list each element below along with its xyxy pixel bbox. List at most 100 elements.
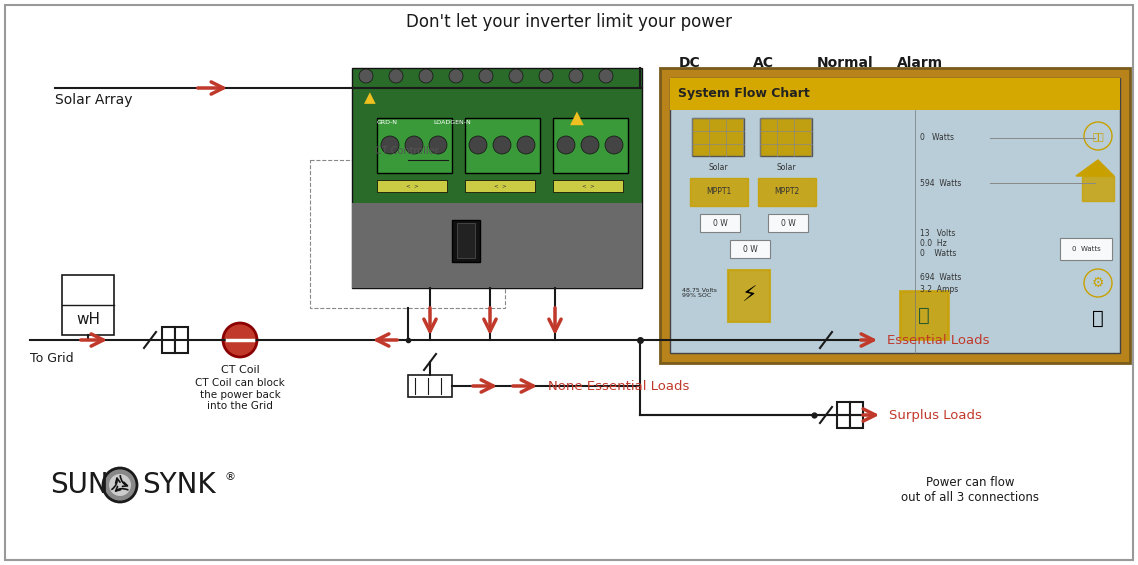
- Text: Alarm: Alarm: [897, 56, 943, 70]
- Text: 3.2  Amps: 3.2 Amps: [920, 285, 958, 294]
- Text: CT Coil: CT Coil: [221, 365, 259, 375]
- Circle shape: [582, 136, 599, 154]
- Text: 0   Watts: 0 Watts: [920, 133, 954, 142]
- Bar: [692, 118, 744, 156]
- Text: ⬛: ⬛: [918, 306, 930, 324]
- Bar: [465, 118, 541, 173]
- Text: 594  Watts: 594 Watts: [920, 179, 962, 188]
- Bar: [457, 223, 475, 258]
- Text: 0 W: 0 W: [781, 219, 795, 228]
- Circle shape: [223, 323, 257, 357]
- Text: ▲: ▲: [364, 90, 376, 106]
- Text: CT Coil can block
the power back
into the Grid: CT Coil can block the power back into th…: [195, 378, 284, 411]
- Text: Surplus Loads: Surplus Loads: [889, 408, 982, 421]
- Bar: [768, 214, 808, 232]
- Text: LOADGEN-N: LOADGEN-N: [434, 120, 471, 125]
- Text: 🧍: 🧍: [1092, 308, 1104, 328]
- Bar: [352, 68, 642, 288]
- Circle shape: [556, 136, 575, 154]
- Circle shape: [469, 136, 487, 154]
- Circle shape: [419, 69, 432, 83]
- Circle shape: [358, 69, 373, 83]
- Text: Don't let your inverter limit your power: Don't let your inverter limit your power: [406, 13, 732, 31]
- Bar: [452, 220, 480, 262]
- Bar: [728, 270, 770, 322]
- Text: 0    Watts: 0 Watts: [920, 249, 956, 258]
- Bar: [310, 160, 505, 308]
- Text: MPPT1: MPPT1: [707, 188, 732, 197]
- Text: ⚡: ⚡: [741, 286, 757, 306]
- Text: System Flow Chart: System Flow Chart: [678, 88, 810, 101]
- Bar: [175, 327, 188, 353]
- Text: 〜〜: 〜〜: [1092, 131, 1104, 141]
- Text: 0 W: 0 W: [712, 219, 727, 228]
- Text: SUN: SUN: [50, 471, 108, 499]
- Circle shape: [381, 136, 399, 154]
- Text: Essential Loads: Essential Loads: [887, 333, 990, 346]
- Text: Solar: Solar: [776, 163, 795, 172]
- Bar: [377, 118, 452, 173]
- Text: 0 W: 0 W: [743, 245, 758, 254]
- Bar: [162, 327, 175, 353]
- Text: <  >: < >: [405, 184, 419, 189]
- Text: SYNK: SYNK: [142, 471, 215, 499]
- Bar: [729, 240, 770, 258]
- Text: CT Controller: CT Controller: [376, 146, 439, 156]
- Circle shape: [569, 69, 583, 83]
- Circle shape: [605, 136, 622, 154]
- Bar: [760, 118, 813, 156]
- Text: 48.75 Volts
99% SOC: 48.75 Volts 99% SOC: [682, 288, 717, 298]
- Bar: [61, 275, 114, 335]
- Bar: [377, 180, 447, 192]
- Bar: [553, 118, 628, 173]
- Text: ®: ®: [225, 472, 236, 482]
- Text: None Essential Loads: None Essential Loads: [549, 380, 690, 393]
- Circle shape: [429, 136, 447, 154]
- Text: <  >: < >: [494, 184, 506, 189]
- Text: DC: DC: [679, 56, 701, 70]
- Text: ⚙: ⚙: [1091, 276, 1104, 290]
- Circle shape: [479, 69, 493, 83]
- Bar: [352, 203, 642, 288]
- Text: 0  Watts: 0 Watts: [1072, 246, 1100, 252]
- Bar: [1082, 176, 1114, 201]
- Circle shape: [509, 69, 523, 83]
- Text: Solar: Solar: [708, 163, 728, 172]
- Text: GRD-N: GRD-N: [377, 120, 397, 125]
- Bar: [850, 402, 863, 428]
- Text: wH: wH: [76, 312, 100, 328]
- Bar: [553, 180, 622, 192]
- Text: 13   Volts: 13 Volts: [920, 228, 956, 237]
- Bar: [838, 327, 850, 353]
- Bar: [409, 375, 452, 397]
- Circle shape: [517, 136, 535, 154]
- Circle shape: [104, 468, 137, 502]
- Text: AC: AC: [752, 56, 774, 70]
- Circle shape: [450, 69, 463, 83]
- Text: To Grid: To Grid: [30, 351, 74, 364]
- Polygon shape: [1077, 160, 1114, 176]
- Text: 694  Watts: 694 Watts: [920, 273, 962, 282]
- Bar: [850, 327, 863, 353]
- Bar: [690, 178, 748, 206]
- Bar: [1059, 238, 1112, 260]
- Text: 0.0  Hz: 0.0 Hz: [920, 238, 947, 247]
- Bar: [660, 68, 1130, 363]
- Circle shape: [493, 136, 511, 154]
- Circle shape: [389, 69, 403, 83]
- Bar: [838, 402, 850, 428]
- Text: ▲: ▲: [570, 109, 584, 127]
- Text: Solar Array: Solar Array: [55, 93, 132, 107]
- Bar: [670, 78, 1120, 110]
- Circle shape: [109, 474, 131, 496]
- Bar: [758, 178, 816, 206]
- Circle shape: [599, 69, 613, 83]
- Bar: [465, 180, 535, 192]
- Bar: [900, 291, 948, 339]
- Bar: [700, 214, 740, 232]
- Circle shape: [405, 136, 423, 154]
- Circle shape: [539, 69, 553, 83]
- Text: MPPT2: MPPT2: [774, 188, 800, 197]
- Text: Power can flow
out of all 3 connections: Power can flow out of all 3 connections: [901, 476, 1039, 504]
- Text: <  >: < >: [582, 184, 594, 189]
